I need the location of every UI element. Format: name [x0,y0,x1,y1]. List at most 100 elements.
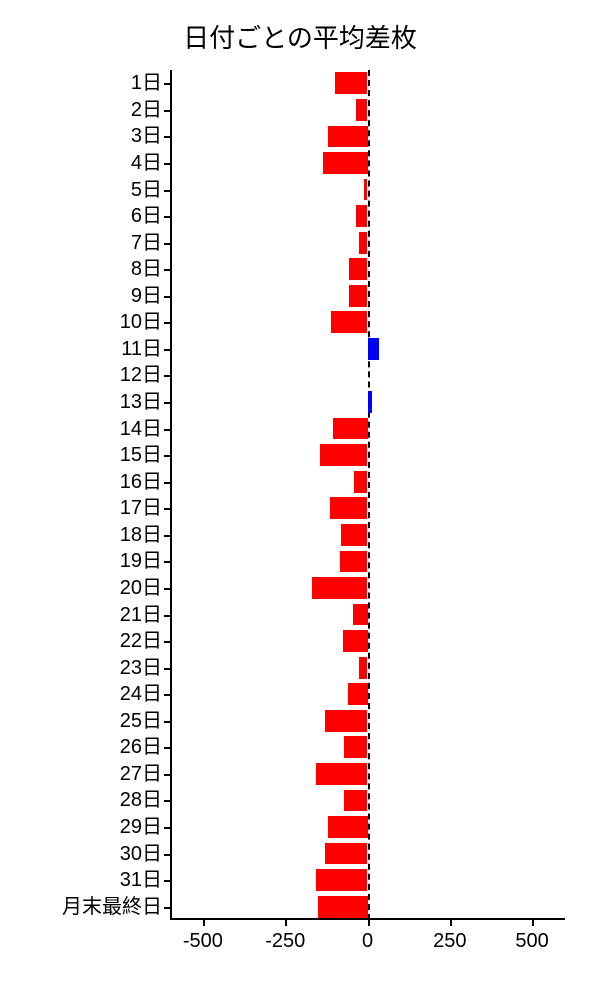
chart-title: 日付ごとの平均差枚 [0,18,600,55]
bar-row [170,391,565,413]
y-tick-label: 19日 [120,551,170,571]
y-tick-label: 27日 [120,764,170,784]
y-tick-label: 6日 [131,206,170,226]
y-tick-label: 7日 [131,233,170,253]
y-tick-label: 18日 [120,525,170,545]
y-tick-label: 21日 [120,605,170,625]
bar-row [170,258,565,280]
bar-row [170,365,565,387]
bar [356,99,368,121]
bar-row [170,710,565,732]
bar-row [170,418,565,440]
bar-row [170,232,565,254]
bar-row [170,179,565,201]
y-tick-label: 9日 [131,286,170,306]
y-tick-label: 22日 [120,631,170,651]
bar [353,604,368,626]
bar-row [170,444,565,466]
bar [354,471,367,493]
bar-row [170,869,565,891]
bar-row [170,683,565,705]
x-tick-label: -500 [183,920,223,953]
bar [368,391,373,413]
y-tick-label: 17日 [120,498,170,518]
bar [359,232,367,254]
bar [335,72,368,94]
bar [312,577,368,599]
y-tick-label: 11日 [121,339,170,359]
bar-row [170,790,565,812]
bar-row [170,896,565,918]
bar-row [170,524,565,546]
bar-row [170,604,565,626]
bar [348,683,368,705]
bar [325,710,368,732]
bar-row [170,630,565,652]
bar [316,763,367,785]
bar [318,896,367,918]
y-tick-label: 10日 [120,312,170,332]
bar-row [170,763,565,785]
bar [341,524,367,546]
bar-row [170,736,565,758]
bar [364,179,367,201]
bar-row [170,577,565,599]
plot-area: -500-25002505001日2日3日4日5日6日7日8日9日10日11日1… [170,70,565,920]
y-tick-label: 4日 [131,153,170,173]
y-tick-label: 2日 [131,100,170,120]
bar-row [170,126,565,148]
bar [323,152,367,174]
y-tick-label: 12日 [120,365,170,385]
y-tick-label: 31日 [120,870,170,890]
y-tick-label: 8日 [131,259,170,279]
bar [340,551,368,573]
bar-row [170,816,565,838]
y-tick-label: 25日 [120,711,170,731]
y-tick-label: 24日 [120,684,170,704]
bar-row [170,99,565,121]
bar [330,497,368,519]
y-tick-label: 20日 [120,578,170,598]
y-tick-label: 30日 [120,844,170,864]
bar [343,630,368,652]
y-tick-label: 1日 [131,73,170,93]
y-tick-label: 23日 [120,658,170,678]
y-tick-label: 13日 [120,392,170,412]
bar [320,444,368,466]
chart-container: 日付ごとの平均差枚 -500-25002505001日2日3日4日5日6日7日8… [0,0,600,1000]
x-tick-label: 500 [515,920,548,953]
bar-row [170,551,565,573]
bar [349,258,367,280]
y-tick-label: 月末最終日 [62,897,170,917]
y-tick-label: 16日 [120,472,170,492]
bar-row [170,205,565,227]
x-tick-label: 250 [433,920,466,953]
y-tick-label: 29日 [120,817,170,837]
bar [331,311,367,333]
x-tick-label: 0 [362,920,373,953]
y-tick-label: 26日 [120,737,170,757]
bar [349,285,367,307]
bar-row [170,471,565,493]
bar-row [170,338,565,360]
x-tick-label: -250 [265,920,305,953]
bar-row [170,843,565,865]
bar-row [170,152,565,174]
bar [368,338,380,360]
bar-row [170,497,565,519]
bar [344,736,367,758]
bar [344,790,367,812]
y-tick-label: 15日 [120,445,170,465]
bar [333,418,368,440]
bar-row [170,285,565,307]
bar [359,657,367,679]
bar-row [170,72,565,94]
y-tick-label: 14日 [120,419,170,439]
y-tick-label: 5日 [131,180,170,200]
y-tick-label: 3日 [131,126,170,146]
bar [325,843,368,865]
bar [328,126,368,148]
bar [316,869,367,891]
y-tick-label: 28日 [120,790,170,810]
bar [356,205,368,227]
